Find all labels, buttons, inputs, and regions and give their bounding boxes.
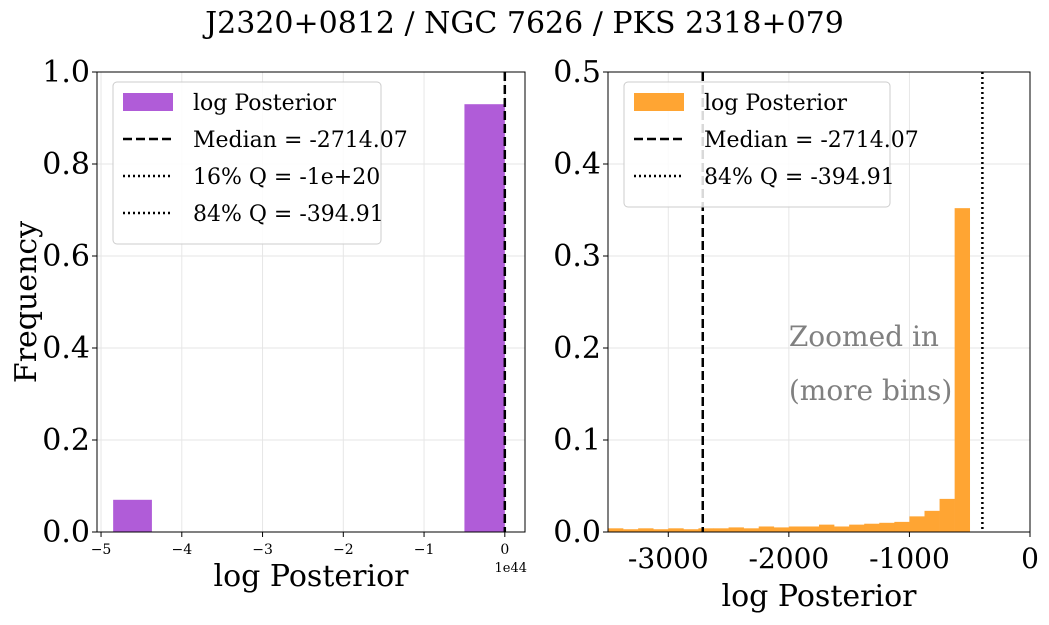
axes-frame xyxy=(96,71,526,533)
legend-swatch xyxy=(634,93,684,111)
histogram-bar xyxy=(803,526,820,532)
histogram-bar xyxy=(743,528,760,532)
histogram-bar xyxy=(909,516,925,532)
y-tick-label: 0.1 xyxy=(553,423,601,458)
histogram-bar xyxy=(623,529,639,532)
x-tick-label: 0 xyxy=(500,542,509,558)
chart-panel-2: -3000 -2000 -1000 0 0.0 0.1 0.2 0.3 0.4 0.5 log Po… xyxy=(553,55,1039,614)
y-tick-label: 0.0 xyxy=(553,515,601,550)
legend-box xyxy=(623,81,891,208)
annotation-line-2: (more bins) xyxy=(789,374,952,407)
y-tick-label: 1.0 xyxy=(42,55,90,90)
histogram-bar xyxy=(788,526,805,532)
histogram-bar xyxy=(713,528,729,532)
chart-panel-1: −5 −4 −3 −2 −1 0 0.0 0.2 0.4 0.6 0.8 1.0 log Posteri… xyxy=(9,55,527,594)
x-tick-label: -1000 xyxy=(869,542,950,575)
histogram-bar xyxy=(653,529,669,532)
x-tick-label: −3 xyxy=(252,542,273,558)
x-tick-label: −2 xyxy=(333,542,354,558)
y-tick-label: 0.5 xyxy=(553,55,601,90)
y-tick-label: 0.8 xyxy=(42,147,90,182)
x-tick-label: −5 xyxy=(91,542,112,558)
y-tick-label: 0.0 xyxy=(42,515,90,550)
axes-frame xyxy=(607,71,1031,533)
x-tick-label: −1 xyxy=(414,542,435,558)
histogram-bar xyxy=(608,528,624,532)
legend-box xyxy=(112,81,382,245)
x-tick-label: 0 xyxy=(1021,542,1039,575)
histogram-bar xyxy=(864,523,880,532)
x-axis-label: log Posterior xyxy=(722,579,918,614)
legend-label: Median = -2714.07 xyxy=(704,128,919,153)
histogram-bar xyxy=(113,499,152,532)
x-tick-label: -3000 xyxy=(628,542,709,575)
y-tick-label: 0.4 xyxy=(42,331,90,366)
x-axis-label: log Posterior xyxy=(214,559,410,594)
figure-title: J2320+0812 / NGC 7626 / PKS 2318+079 xyxy=(205,6,844,41)
histogram-bar xyxy=(683,529,699,532)
legend-label: Median = -2714.07 xyxy=(193,128,408,153)
histogram-bar xyxy=(464,104,505,532)
histogram-bar xyxy=(698,528,714,532)
y-tick-label: 0.2 xyxy=(42,423,90,458)
histogram-bar xyxy=(773,527,790,532)
histogram-bar xyxy=(758,526,775,532)
histogram-bar xyxy=(834,526,850,532)
legend-label: log Posterior xyxy=(193,91,336,116)
histogram-bar xyxy=(728,527,744,532)
legend-label: log Posterior xyxy=(704,91,847,116)
y-tick-label: 0.2 xyxy=(553,331,601,366)
histogram-bar xyxy=(954,208,971,532)
histogram-bar xyxy=(849,524,865,532)
y-tick-label: 0.3 xyxy=(553,239,601,274)
histogram-bar xyxy=(924,510,940,532)
y-tick-label: 0.4 xyxy=(553,147,601,182)
y-axis-label: Frequency xyxy=(9,221,44,383)
y-tick-label: 0.6 xyxy=(42,239,90,274)
annotation-line-1: Zoomed in xyxy=(789,320,939,353)
legend-label: 84% Q = -394.91 xyxy=(193,202,384,227)
x-offset-label: 1e44 xyxy=(494,561,527,576)
histogram-bar xyxy=(879,522,895,532)
histogram-bar xyxy=(819,524,835,532)
legend-label: 16% Q = -1e+20 xyxy=(193,165,380,190)
legend-label: 84% Q = -394.91 xyxy=(704,165,895,190)
histogram-bar xyxy=(939,498,955,532)
x-tick-label: -2000 xyxy=(748,542,829,575)
histogram-bar xyxy=(894,521,910,532)
histogram-bar xyxy=(668,528,684,532)
x-tick-label: −4 xyxy=(171,542,192,558)
legend-swatch xyxy=(123,93,173,111)
histogram-bar xyxy=(638,528,654,532)
